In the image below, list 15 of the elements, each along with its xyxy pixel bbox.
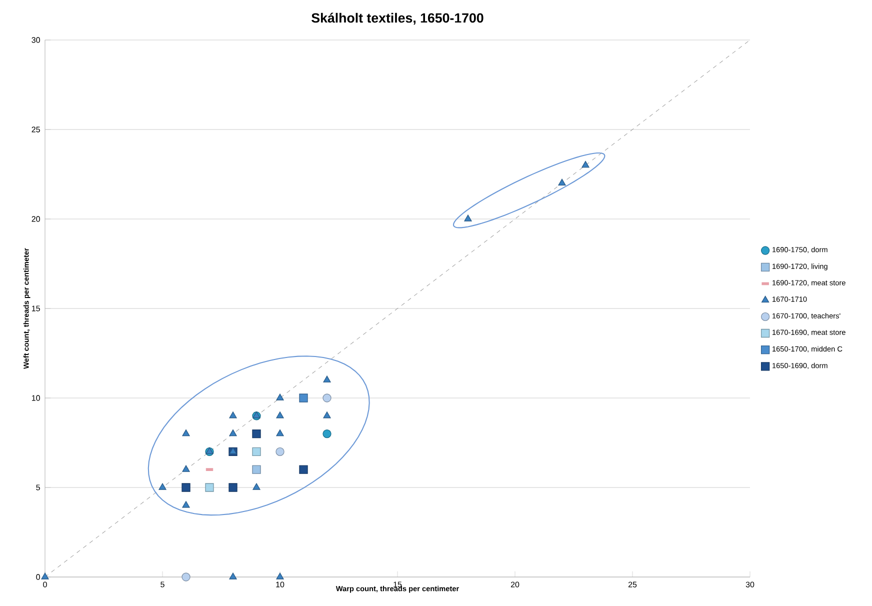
y-tick-label: 0 bbox=[36, 574, 40, 580]
y-tick-label: 10 bbox=[32, 395, 40, 401]
x-tick-label: 30 bbox=[746, 582, 754, 588]
chart-title: Skálholt textiles, 1650-1700 bbox=[312, 12, 484, 25]
x-tick-label: 0 bbox=[43, 582, 47, 588]
x-tick-label: 5 bbox=[160, 582, 164, 588]
x-tick-label: 25 bbox=[628, 582, 637, 588]
y-tick-label: 25 bbox=[32, 126, 40, 132]
y-tick-label: 5 bbox=[36, 484, 40, 490]
y-tick-label: 30 bbox=[32, 37, 40, 43]
y-tick-label: 15 bbox=[32, 306, 40, 312]
y-tick-label: 20 bbox=[32, 216, 40, 222]
x-tick-label: 15 bbox=[394, 582, 402, 588]
x-tick-label: 20 bbox=[510, 582, 520, 588]
x-tick-label: 10 bbox=[276, 582, 284, 588]
